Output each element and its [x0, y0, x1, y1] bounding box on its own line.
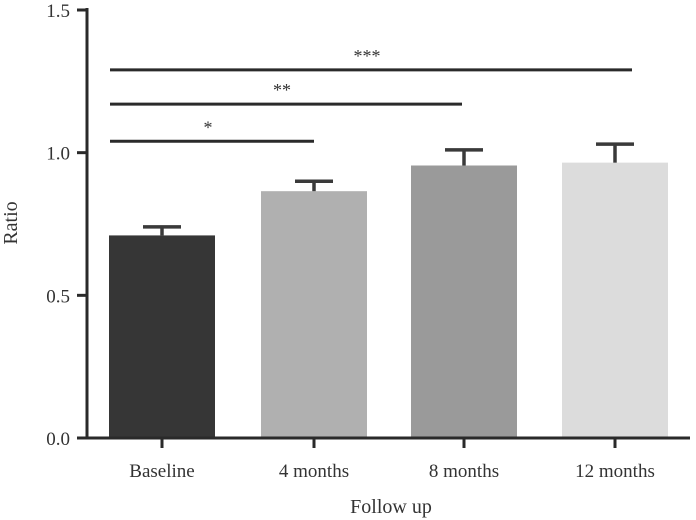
bar-2 — [411, 165, 517, 439]
bar-1 — [261, 191, 367, 438]
x-tick-label-2: 8 months — [429, 461, 499, 482]
x-ticks-group: Baseline 4 months 8 months 12 months — [129, 438, 655, 482]
x-tick-label-0: Baseline — [129, 461, 194, 482]
x-tick-label-3: 12 months — [575, 461, 655, 482]
y-axis-title: Ratio — [0, 201, 22, 244]
y-tick-label-3: 1.5 — [46, 1, 70, 22]
significance-label-1: ** — [273, 80, 291, 100]
y-tick-label-0: 0.0 — [46, 429, 70, 450]
bar-0 — [109, 235, 215, 438]
error-bars-group — [143, 142, 634, 236]
x-tick-label-1: 4 months — [279, 461, 349, 482]
x-axis-title: Follow up — [350, 496, 432, 518]
bar-3 — [562, 162, 668, 439]
bars-group — [109, 162, 668, 439]
axes-group — [85, 8, 690, 440]
significance-group: ****** — [110, 46, 632, 143]
y-ticks-group: 0.0 0.5 1.0 1.5 — [46, 1, 87, 450]
significance-label-2: *** — [354, 46, 381, 66]
y-tick-label-2: 1.0 — [46, 144, 70, 165]
significance-label-0: * — [204, 117, 213, 137]
y-tick-label-1: 0.5 — [46, 286, 70, 307]
